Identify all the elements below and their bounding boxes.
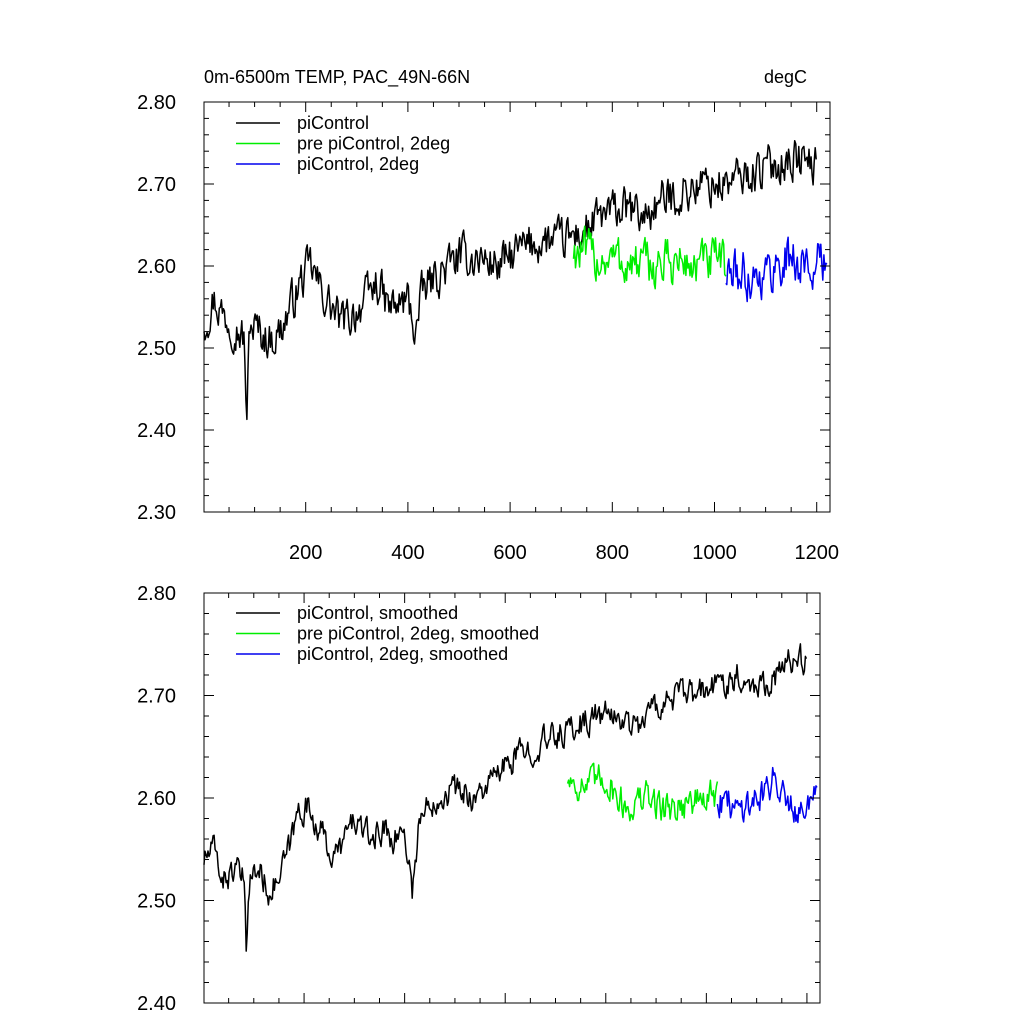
x-tick-label: 600 <box>493 542 526 564</box>
x-tick-label: 800 <box>596 542 629 564</box>
y-tick-label: 2.60 <box>137 788 176 810</box>
y-tick-label: 2.60 <box>137 256 176 278</box>
y-tick-label: 2.80 <box>137 583 176 605</box>
series-line-3 <box>725 236 828 303</box>
y-tick-label: 2.50 <box>137 891 176 913</box>
y-tick-label: 2.40 <box>137 420 176 442</box>
series-line-2 <box>572 225 727 290</box>
series-line-3 <box>716 766 818 824</box>
panel-top: 2.30 2.40 2.50 2.60 2.70 2.80 200 400 600 800 1000… <box>137 92 839 564</box>
x-tick-label: 400 <box>391 542 424 564</box>
x-tick-label: 200 <box>289 542 322 564</box>
legend-label: pre piControl, 2deg <box>297 134 450 154</box>
legend-label: piControl, 2deg <box>297 154 419 174</box>
legend-label: piControl, smoothed <box>297 603 458 623</box>
y-tick-label: 2.40 <box>137 993 176 1015</box>
y-tick-label: 2.30 <box>137 502 176 524</box>
legend-label: piControl, 2deg, smoothed <box>297 644 508 664</box>
y-tick-label: 2.70 <box>137 686 176 708</box>
x-tick-label: 1200 <box>794 542 839 564</box>
plot-frame <box>203 101 831 513</box>
series-line-1 <box>203 139 817 421</box>
series-line-1 <box>203 643 808 952</box>
y-tick-label: 2.50 <box>137 338 176 360</box>
legend-label: piControl <box>297 113 369 133</box>
x-tick-label: 1000 <box>692 542 737 564</box>
legend-label: pre piControl, 2deg, smoothed <box>297 624 539 644</box>
chart-title: 0m-6500m TEMP, PAC_49N-66N <box>204 67 470 88</box>
y-tick-label: 2.80 <box>137 92 176 114</box>
series-line-2 <box>566 762 719 822</box>
y-tick-label: 2.70 <box>137 174 176 196</box>
units-label: degC <box>764 67 807 87</box>
